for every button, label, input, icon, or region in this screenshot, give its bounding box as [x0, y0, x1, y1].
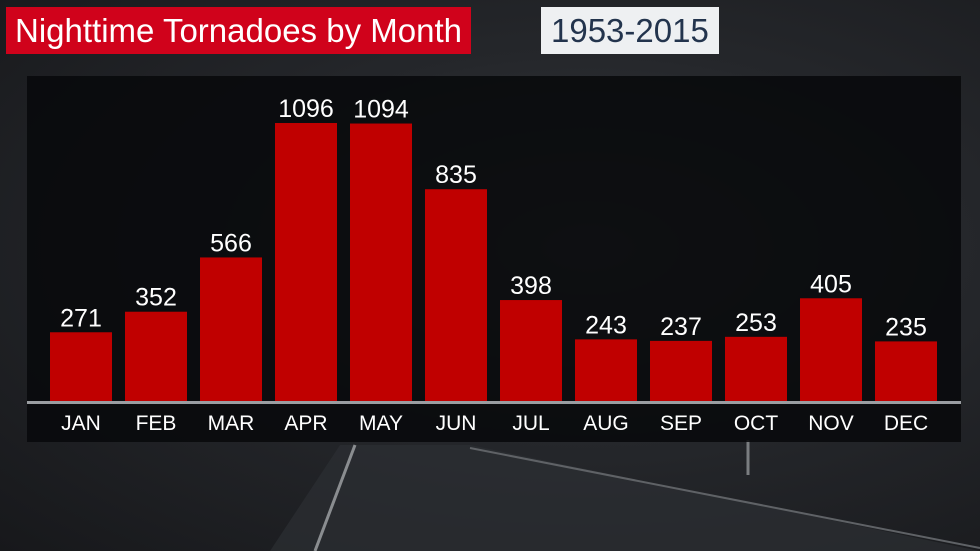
category-label-jun: JUN [436, 412, 477, 435]
bar-mar [200, 257, 262, 401]
bar-feb [125, 311, 187, 401]
bar-may [350, 123, 412, 401]
category-label-dec: DEC [884, 412, 928, 435]
bar-chart: 271 JAN 352 FEB 566 MAR 1096 APR 1094 MAY 835 JUN 39… [27, 95, 961, 435]
bar-apr [275, 123, 337, 402]
bar-jul [500, 300, 562, 401]
value-label-jan: 271 [60, 304, 102, 332]
bar-aug [575, 339, 637, 401]
value-label-nov: 405 [810, 270, 852, 298]
bar-oct [725, 336, 787, 401]
value-label-apr: 1096 [278, 95, 334, 123]
category-label-mar: MAR [208, 412, 255, 435]
bar-jun [425, 189, 487, 401]
value-label-dec: 235 [885, 313, 927, 341]
category-label-jan: JAN [61, 412, 101, 435]
category-label-nov: NOV [808, 412, 854, 435]
category-label-may: MAY [359, 412, 403, 435]
bar-nov [800, 298, 862, 401]
value-label-aug: 243 [585, 311, 627, 339]
x-axis-strip [27, 401, 961, 404]
value-label-oct: 253 [735, 309, 777, 337]
category-label-aug: AUG [583, 412, 629, 435]
value-label-sep: 237 [660, 313, 702, 341]
value-label-jun: 835 [435, 161, 477, 189]
value-label-jul: 398 [510, 272, 552, 300]
chart-subtitle: 1953-2015 [541, 7, 719, 54]
category-label-sep: SEP [660, 412, 702, 435]
value-label-mar: 566 [210, 229, 252, 257]
bar-jan [50, 332, 112, 401]
category-label-apr: APR [284, 412, 327, 435]
category-label-jul: JUL [512, 412, 549, 435]
category-label-feb: FEB [136, 412, 177, 435]
chart-title: Nighttime Tornadoes by Month [6, 7, 471, 54]
bar-sep [650, 340, 712, 401]
bar-dec [875, 341, 937, 401]
value-label-may: 1094 [353, 96, 409, 124]
value-label-feb: 352 [135, 284, 177, 312]
category-label-oct: OCT [734, 412, 779, 435]
